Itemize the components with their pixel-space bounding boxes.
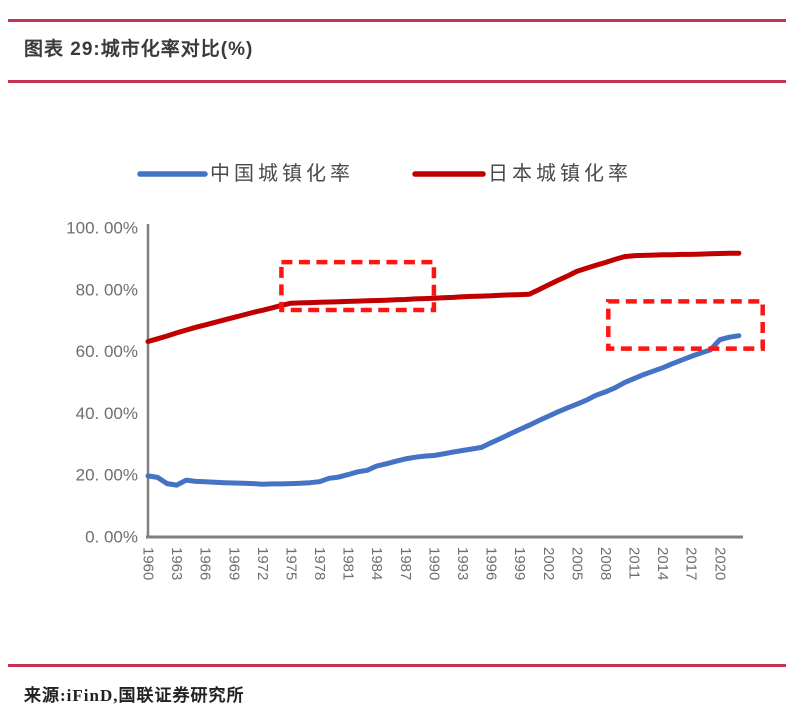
legend-label-japan: 日本城镇化率 xyxy=(488,162,632,185)
x-tick-label: 1987 xyxy=(397,547,414,580)
x-tick-label: 1990 xyxy=(425,547,442,580)
x-tick-label: 1963 xyxy=(168,547,185,580)
y-tick-label: 100. 00% xyxy=(66,219,138,238)
x-tick-label: 2017 xyxy=(683,547,700,580)
top-accent-rule xyxy=(8,19,786,22)
x-tick-label: 1999 xyxy=(511,547,528,580)
x-tick-label: 1981 xyxy=(340,547,357,580)
y-tick-label: 20. 00% xyxy=(76,466,138,485)
urbanization-comparison-chart: 中国城镇化率 日本城镇化率 0. 00% 20. 00% 40. 00% 60. 00% 8… xyxy=(66,162,765,580)
y-tick-label: 40. 00% xyxy=(76,404,138,423)
x-tick-label: 2002 xyxy=(540,547,557,580)
x-tick-label: 1960 xyxy=(140,547,157,580)
x-tick-label: 2005 xyxy=(568,547,585,580)
x-tick-label: 1969 xyxy=(225,547,242,580)
x-tick-label: 1978 xyxy=(311,547,328,580)
y-tick-label: 0. 00% xyxy=(85,528,138,547)
highlight-box-2 xyxy=(606,299,765,351)
y-tick-label: 80. 00% xyxy=(76,280,138,299)
x-tick-label: 1972 xyxy=(254,547,271,580)
figure-title: 图表 29:城市化率对比(%) xyxy=(24,39,254,60)
x-tick-label: 2011 xyxy=(626,547,643,579)
china-urbanization-line xyxy=(145,333,742,488)
x-tick-label: 1996 xyxy=(483,547,500,580)
x-tick-label: 1984 xyxy=(368,547,385,580)
footer-divider-rule xyxy=(8,664,786,667)
x-tick-label: 2014 xyxy=(654,547,671,580)
x-tick-label: 2020 xyxy=(711,547,728,580)
x-tick-label: 1966 xyxy=(197,547,214,580)
legend-label-china: 中国城镇化率 xyxy=(210,162,354,185)
highlight-box-1 xyxy=(279,259,437,313)
x-tick-label: 2008 xyxy=(597,547,614,580)
x-tick-label: 1975 xyxy=(282,547,299,580)
y-tick-label: 60. 00% xyxy=(76,342,138,361)
title-divider-rule xyxy=(8,80,786,83)
source-note: 来源:iFinD,国联证券研究所 xyxy=(24,686,245,705)
x-tick-label: 1993 xyxy=(454,547,471,580)
japan-urbanization-line xyxy=(145,250,742,344)
